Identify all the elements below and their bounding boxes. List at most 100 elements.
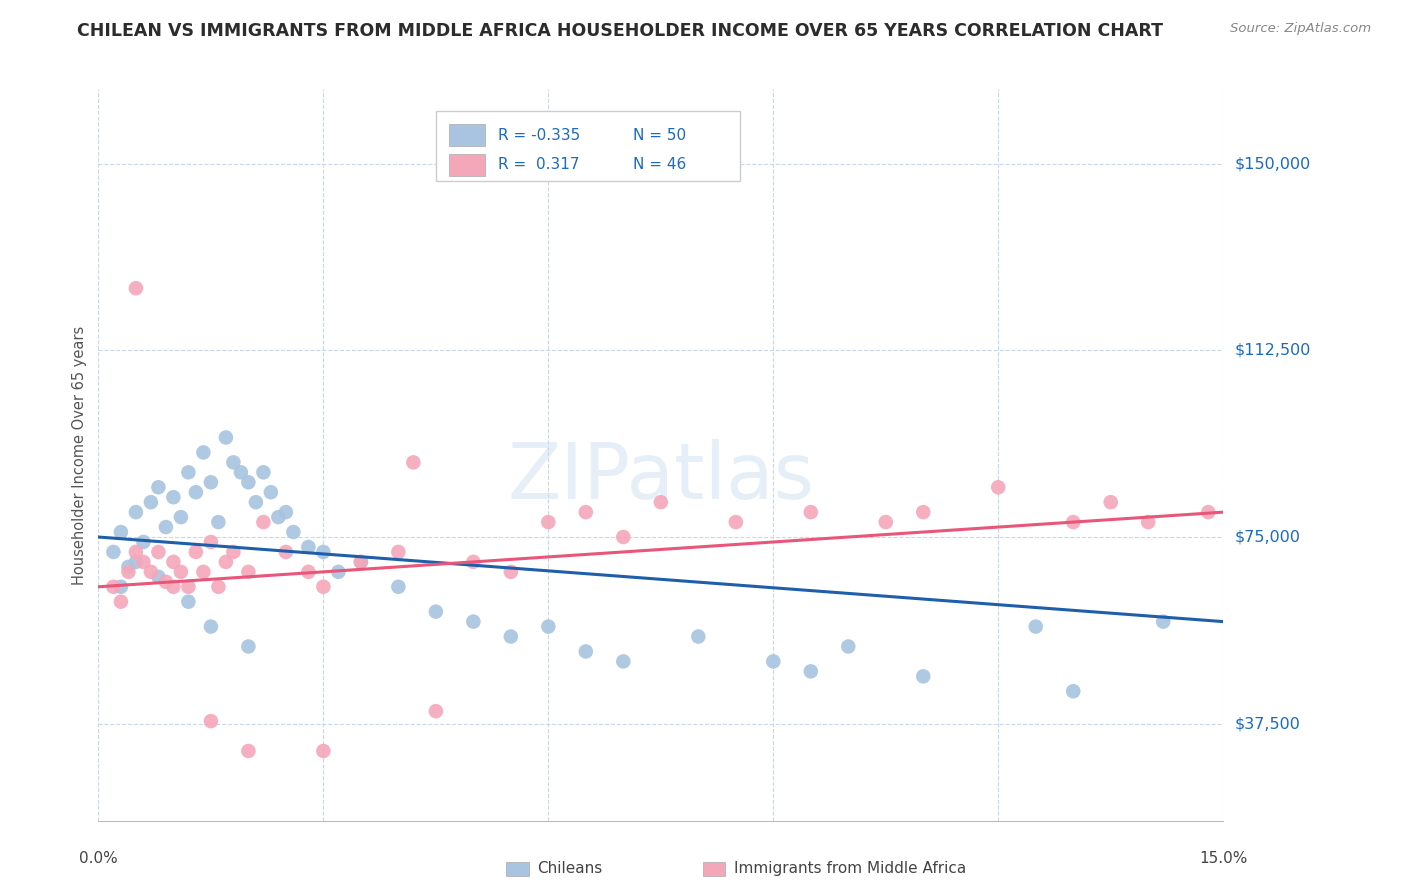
Point bbox=[252, 466, 274, 480]
Point bbox=[575, 644, 598, 658]
Point bbox=[1099, 495, 1122, 509]
Point bbox=[1137, 515, 1160, 529]
Point bbox=[103, 545, 125, 559]
Point bbox=[328, 565, 350, 579]
Point bbox=[537, 619, 560, 633]
Point bbox=[1197, 505, 1219, 519]
Point bbox=[222, 455, 245, 469]
Point bbox=[207, 515, 229, 529]
Point bbox=[117, 565, 139, 579]
Point bbox=[350, 555, 373, 569]
FancyBboxPatch shape bbox=[436, 112, 740, 180]
Text: Source: ZipAtlas.com: Source: ZipAtlas.com bbox=[1230, 22, 1371, 36]
Point bbox=[312, 744, 335, 758]
Point bbox=[193, 565, 215, 579]
Point bbox=[200, 535, 222, 549]
Point bbox=[800, 505, 823, 519]
Point bbox=[650, 495, 672, 509]
Point bbox=[402, 455, 425, 469]
Point bbox=[177, 466, 200, 480]
Point bbox=[1152, 615, 1174, 629]
Point bbox=[110, 580, 132, 594]
Text: $112,500: $112,500 bbox=[1234, 343, 1310, 358]
Point bbox=[148, 480, 170, 494]
Point bbox=[184, 545, 207, 559]
Text: $75,000: $75,000 bbox=[1234, 530, 1301, 544]
Text: ZIPatlas: ZIPatlas bbox=[508, 439, 814, 515]
Point bbox=[1025, 619, 1047, 633]
Point bbox=[125, 505, 148, 519]
Point bbox=[350, 555, 373, 569]
Point bbox=[162, 490, 184, 504]
Point bbox=[238, 565, 260, 579]
Point bbox=[537, 515, 560, 529]
Point bbox=[148, 570, 170, 584]
Point bbox=[499, 565, 522, 579]
Point bbox=[177, 580, 200, 594]
Point bbox=[274, 505, 297, 519]
Point bbox=[162, 555, 184, 569]
Point bbox=[155, 520, 177, 534]
Point bbox=[193, 445, 215, 459]
Text: $150,000: $150,000 bbox=[1234, 156, 1310, 171]
Point bbox=[274, 545, 297, 559]
Point bbox=[425, 605, 447, 619]
Point bbox=[283, 524, 305, 539]
Point bbox=[612, 654, 634, 668]
Text: 15.0%: 15.0% bbox=[1199, 851, 1247, 866]
Text: CHILEAN VS IMMIGRANTS FROM MIDDLE AFRICA HOUSEHOLDER INCOME OVER 65 YEARS CORREL: CHILEAN VS IMMIGRANTS FROM MIDDLE AFRICA… bbox=[77, 22, 1163, 40]
Y-axis label: Householder Income Over 65 years: Householder Income Over 65 years bbox=[72, 326, 87, 584]
Point bbox=[260, 485, 283, 500]
Point bbox=[125, 281, 148, 295]
Point bbox=[425, 704, 447, 718]
Point bbox=[724, 515, 747, 529]
Point bbox=[200, 619, 222, 633]
Point bbox=[238, 744, 260, 758]
Point bbox=[222, 545, 245, 559]
Point bbox=[612, 530, 634, 544]
Point bbox=[155, 574, 177, 589]
FancyBboxPatch shape bbox=[450, 153, 485, 176]
Point bbox=[987, 480, 1010, 494]
Point bbox=[912, 669, 935, 683]
Point bbox=[117, 560, 139, 574]
Point bbox=[267, 510, 290, 524]
Point bbox=[125, 555, 148, 569]
Text: N = 46: N = 46 bbox=[633, 157, 686, 172]
Point bbox=[463, 615, 485, 629]
Point bbox=[184, 485, 207, 500]
FancyBboxPatch shape bbox=[450, 124, 485, 146]
Point bbox=[463, 555, 485, 569]
Text: R = -0.335: R = -0.335 bbox=[498, 128, 579, 143]
Point bbox=[297, 565, 319, 579]
Text: 0.0%: 0.0% bbox=[79, 851, 118, 866]
Point bbox=[499, 630, 522, 644]
Point bbox=[238, 640, 260, 654]
Point bbox=[125, 545, 148, 559]
Point bbox=[139, 495, 162, 509]
Point bbox=[215, 430, 238, 444]
Point bbox=[312, 545, 335, 559]
Point bbox=[245, 495, 267, 509]
Point bbox=[312, 580, 335, 594]
Point bbox=[297, 540, 319, 554]
Point bbox=[875, 515, 897, 529]
Point bbox=[200, 475, 222, 490]
Point bbox=[252, 515, 274, 529]
Point bbox=[200, 714, 222, 728]
Point bbox=[575, 505, 598, 519]
Point bbox=[110, 595, 132, 609]
Point bbox=[103, 580, 125, 594]
Point bbox=[387, 580, 409, 594]
Point bbox=[800, 665, 823, 679]
Point bbox=[1062, 684, 1084, 698]
Point bbox=[1062, 515, 1084, 529]
Point bbox=[170, 565, 193, 579]
Point bbox=[207, 580, 229, 594]
Point bbox=[912, 505, 935, 519]
Point bbox=[162, 580, 184, 594]
Point bbox=[762, 654, 785, 668]
Text: N = 50: N = 50 bbox=[633, 128, 686, 143]
Point bbox=[688, 630, 710, 644]
Point bbox=[837, 640, 859, 654]
